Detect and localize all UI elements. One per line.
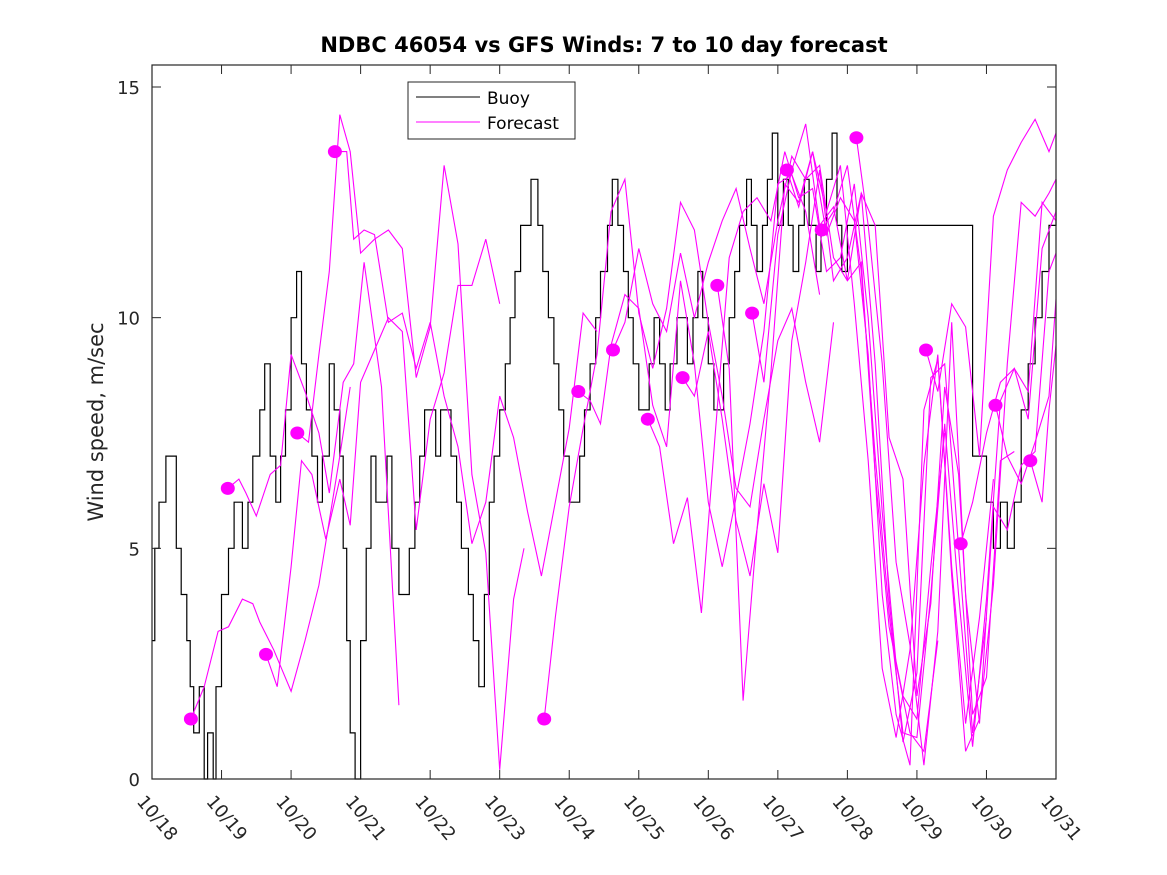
forecast-series-line [265,239,501,687]
y-axis-label: Wind speed, m/sec [84,322,108,521]
legend: Buoy Forecast [407,81,576,140]
forecast-start-marker [606,343,620,357]
forecast-series-line [296,114,525,770]
forecast-start-marker [745,306,760,320]
forecast-series-line [786,151,1057,752]
forecast-start-marker [640,412,655,426]
forecast-start-marker [675,371,690,385]
forecast-start-marker [953,537,968,551]
legend-box [407,81,576,140]
forecast-start-marker [779,163,794,177]
forecast-series-line [925,118,1057,457]
forecast-start-marker [849,131,864,145]
forecast-start-marker [988,398,1003,412]
forecast-start-marker [814,223,829,237]
forecast-start-marker [537,712,552,726]
chart-title: NDBC 46054 vs GFS Winds: 7 to 10 day for… [320,33,887,57]
forecast-start-marker [259,647,273,661]
forecast-start-marker [327,145,342,159]
forecast-series-line [612,154,946,721]
forecast-start-marker [1023,454,1038,468]
forecast-series-line [1029,345,1057,503]
forecast-start-marker [290,426,305,440]
forecast-series-line [543,177,835,720]
forecast-series-line [960,211,1057,544]
y-tick-label: 15 [117,78,140,99]
y-tick-label: 5 [129,539,140,560]
forecast-start-marker [919,343,933,357]
y-axis: 0 5 10 15 [117,78,1056,791]
plot-area [152,65,1056,779]
y-tick-label: 0 [129,770,140,791]
forecast-start-marker [220,481,235,495]
buoy-series-line [152,132,1057,780]
forecast-series-line [751,123,1015,715]
forecast-series-line [821,165,1057,747]
forecast-start-marker [710,278,725,292]
forecast-series-line [227,262,400,706]
forecast-start-marker [571,385,586,398]
y-tick-label: 10 [117,309,140,330]
marker-layer [183,131,1038,726]
plot-frame [151,64,1057,780]
legend-label-buoy: Buoy [487,89,530,109]
forecast-series-line [334,151,598,577]
forecast-start-marker [183,712,198,726]
legend-label-forecast: Forecast [487,114,559,134]
